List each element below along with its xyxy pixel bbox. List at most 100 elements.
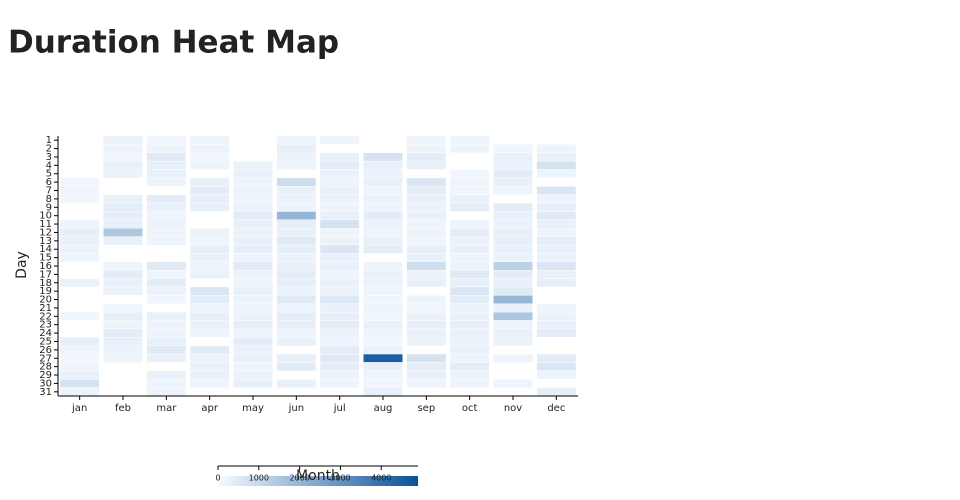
heat-cell [406,202,447,212]
heat-cell [363,269,403,279]
heat-cell [319,303,360,313]
y-tick-label: 28 [39,362,52,373]
heat-cell [59,228,100,237]
colorbar-tick-label: 4000 [371,474,391,483]
heat-cell [319,194,360,204]
y-tick-label: 31 [39,387,52,398]
heat-cell [493,236,533,246]
heat-cell [493,177,533,187]
heat-cell [59,186,100,195]
heat-cell [103,144,143,153]
heat-cell [233,278,273,288]
heat-cell [363,261,403,271]
heat-cell [363,169,403,179]
heat-cell [536,303,577,313]
heat-cell [276,379,317,388]
heat-cell [189,228,230,237]
heat-cell [276,202,317,212]
heat-cell [449,295,490,304]
heat-cell [363,194,403,204]
y-tick-label: 1 [46,135,52,146]
heat-cell [103,269,143,279]
heat-cell [233,177,273,187]
heat-cell [406,253,447,263]
heat-cell [233,379,273,388]
heat-cell [276,160,317,170]
heat-cell [233,337,273,346]
heat-cell [363,160,403,170]
heat-cell [493,337,533,346]
heat-cell [493,269,533,279]
heat-cell [363,387,403,397]
heat-cell [319,228,360,237]
heat-cell [449,253,490,263]
heat-cell [146,311,187,321]
heat-cell [319,295,360,304]
heat-cell [406,370,447,380]
heat-cell [146,320,187,330]
heat-cell [233,228,273,237]
heat-cell [233,219,273,229]
x-tick-label: jan [71,403,87,414]
y-tick-label: 3 [46,152,52,163]
heat-cell [103,169,143,179]
heat-cell [146,295,187,304]
heat-cell [103,328,143,338]
heat-cell [363,219,403,229]
heat-cell [189,379,230,388]
x-tick-label: jun [288,403,304,414]
heat-cell [363,337,403,346]
heat-cell [493,169,533,179]
heat-cell [363,362,403,372]
heat-cell [189,152,230,162]
heat-cell [189,186,230,195]
y-axis-label: Day [14,251,30,279]
heat-cell [103,311,143,321]
heat-cell [146,160,187,170]
heat-cell [189,244,230,254]
heat-cell [276,337,317,346]
heat-cell [59,345,100,355]
heat-cell [363,278,403,288]
y-tick-label: 21 [39,303,52,314]
heat-cell [406,303,447,313]
heat-cell [146,269,187,279]
heat-cell [189,353,230,363]
heat-cell [233,345,273,355]
heat-cell [146,387,187,397]
heat-cell [536,387,577,397]
heat-cell [493,186,533,195]
heat-cell [449,169,490,179]
heat-cell [319,253,360,263]
heat-cell [189,194,230,204]
heat-cell [319,135,360,145]
heat-cell [319,186,360,195]
heat-cell [449,236,490,246]
heat-cell [536,219,577,229]
heat-cell [406,244,447,254]
heat-cell [319,370,360,380]
heat-cell [449,269,490,279]
heat-cell [363,177,403,187]
heat-cell [319,337,360,346]
heat-cell [189,286,230,296]
heat-cell [493,286,533,296]
heat-cell [146,202,187,212]
y-tick-label: 16 [39,261,52,272]
heat-cell [276,295,317,304]
heat-cell [319,345,360,355]
heat-cell [363,202,403,212]
heat-cell [493,278,533,288]
heat-cell [536,211,577,221]
heat-cell [233,311,273,321]
heat-cell [536,353,577,363]
heat-cell [189,202,230,212]
heat-cell [146,353,187,363]
heat-cell [103,135,143,145]
heat-cell [189,253,230,263]
heat-cell [103,194,143,204]
heat-cell [146,286,187,296]
heat-cell [363,370,403,380]
colorbar [218,476,418,486]
x-tick-label: apr [201,403,218,414]
